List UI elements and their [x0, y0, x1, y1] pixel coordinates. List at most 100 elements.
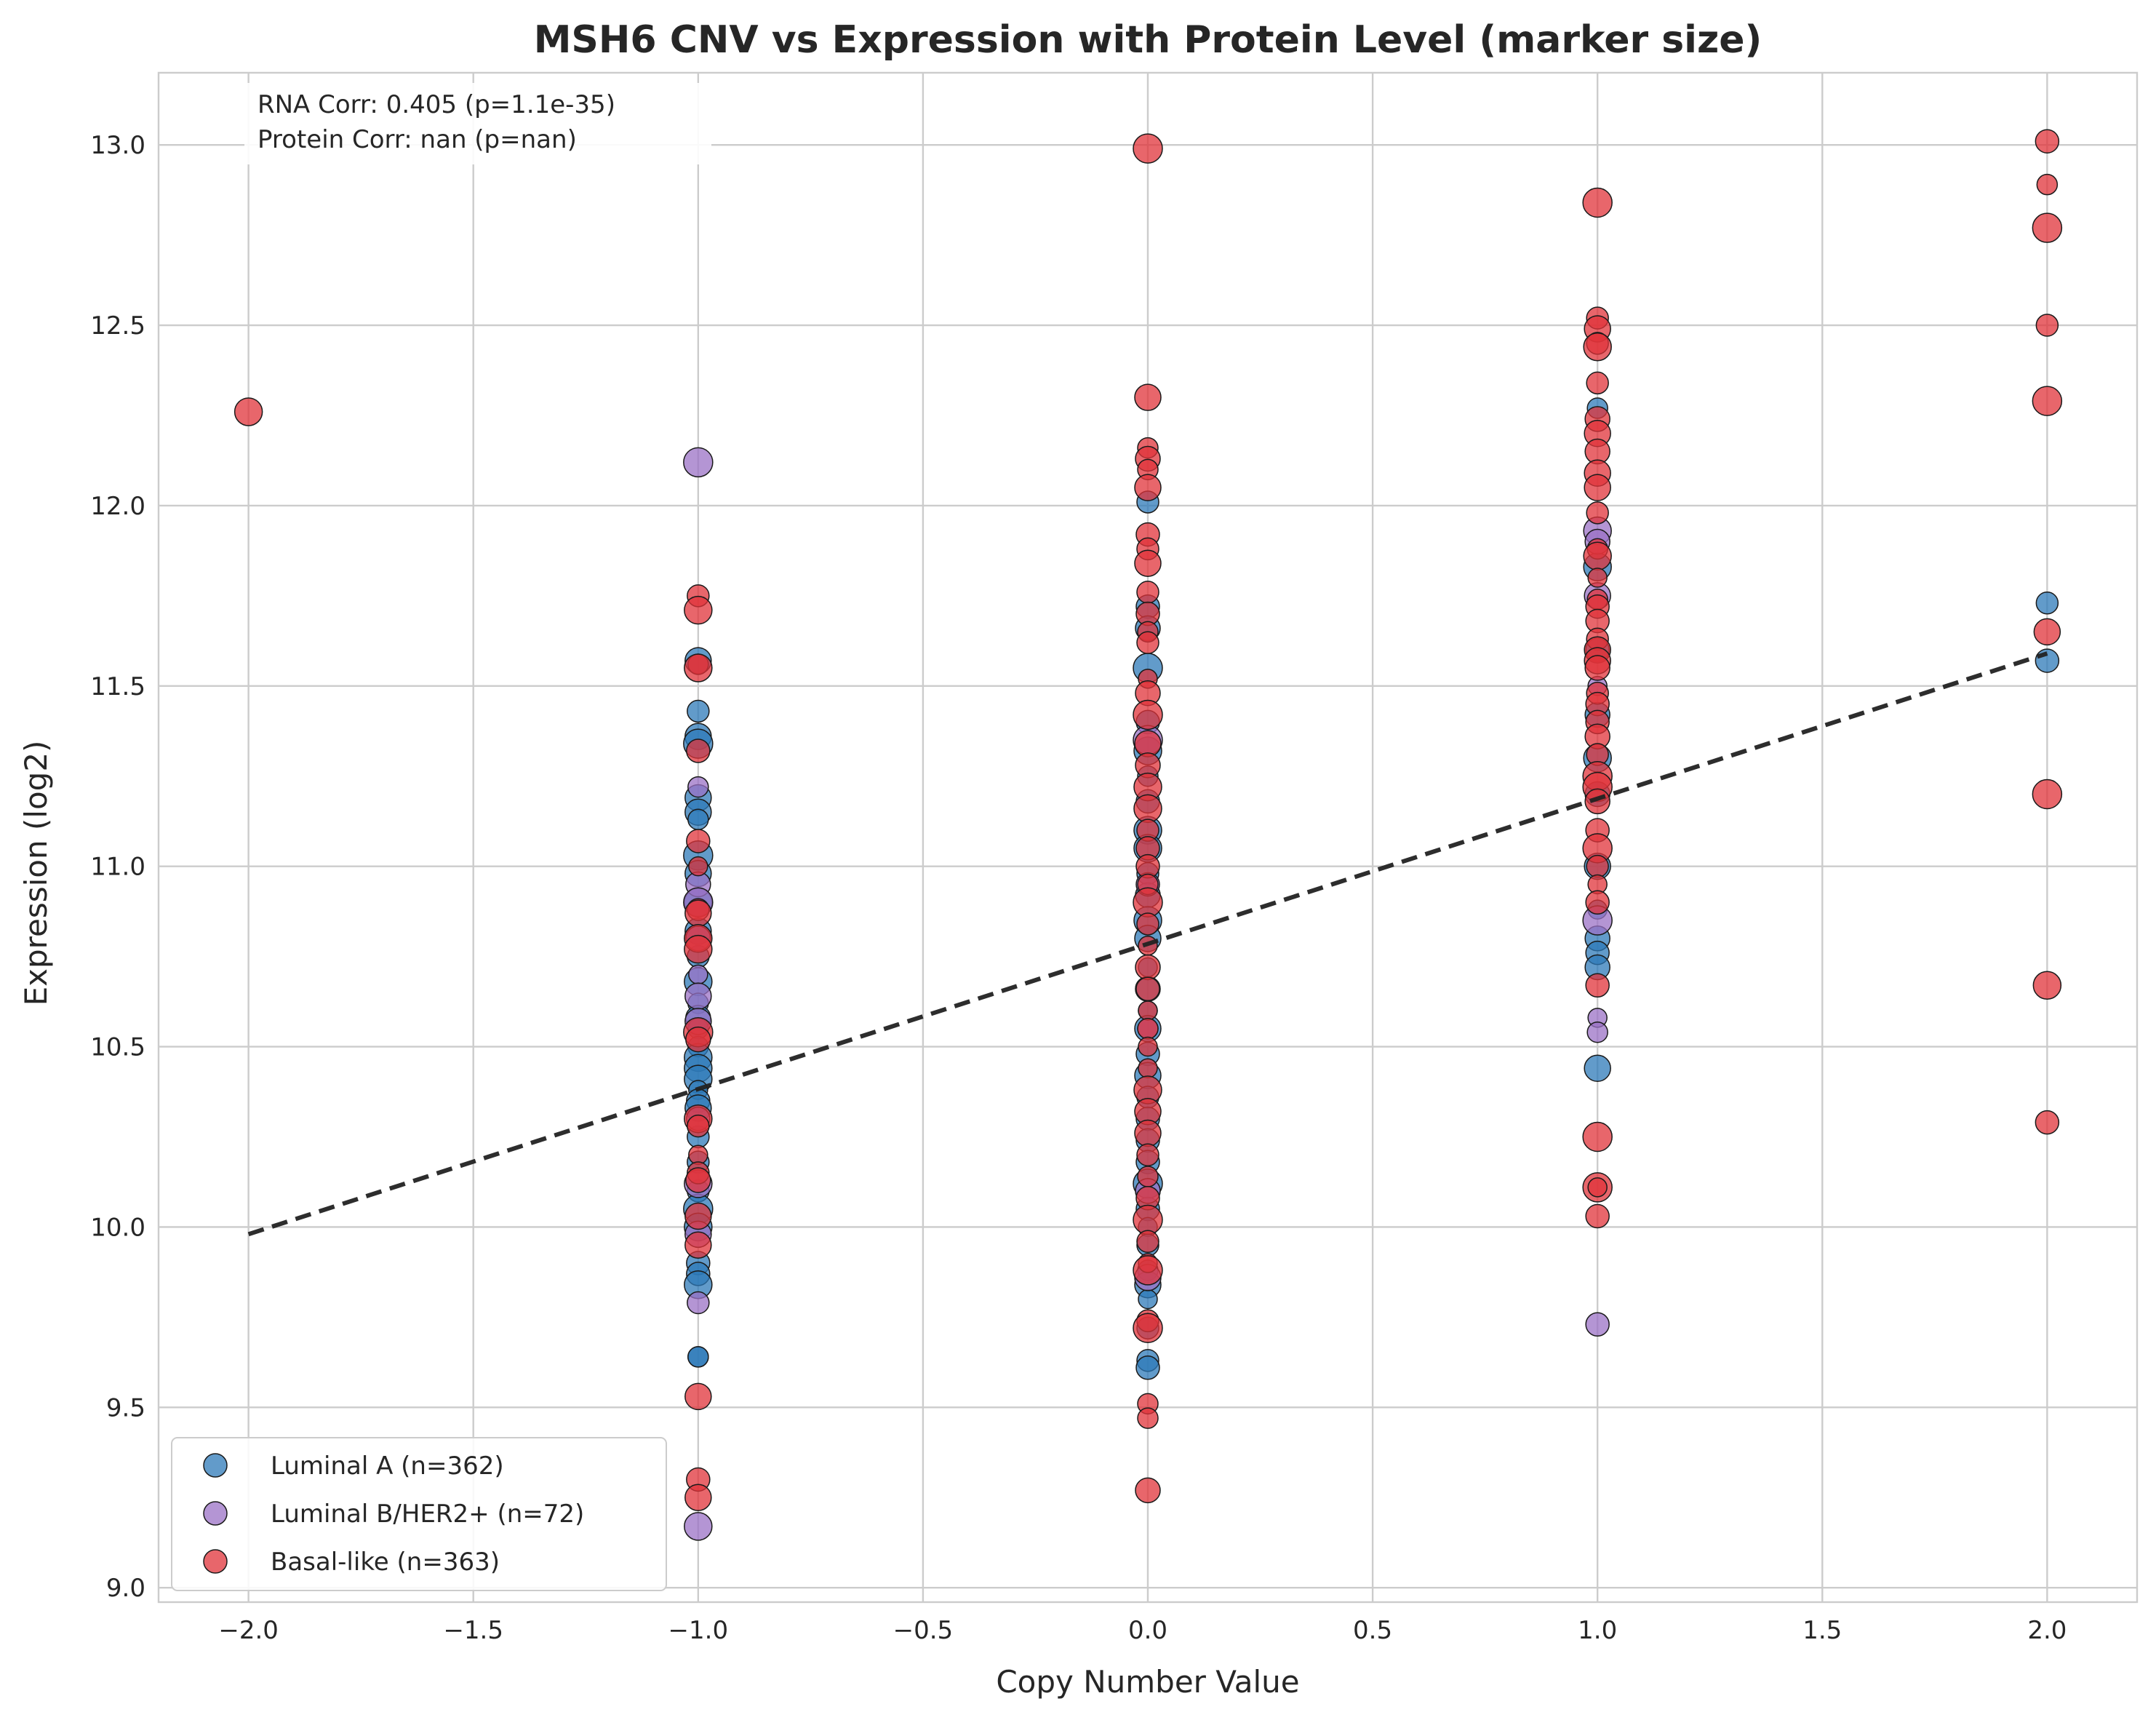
data-point-basal-like [1136, 581, 1159, 604]
y-tick-label: 10.5 [90, 1033, 145, 1062]
x-tick-label: 1.5 [1802, 1616, 1842, 1645]
trend-line [247, 651, 2048, 1237]
x-tick-label: 1.0 [1578, 1616, 1617, 1645]
data-point-basal-like [1584, 474, 1611, 501]
data-point-basal-like [1133, 699, 1163, 730]
y-tick-label: 12.0 [90, 492, 145, 521]
correlation-annotation: RNA Corr: 0.405 (p=1.1e-35) Protein Corr… [244, 83, 711, 164]
x-tick-label: −1.5 [443, 1616, 503, 1645]
x-tick-labels: −2.0 −1.5 −1.0 −0.5 0.0 0.5 1.0 1.5 2.0 [218, 1616, 2067, 1645]
data-point-basal-like [1137, 1018, 1159, 1040]
data-point-basal-like [1587, 568, 1608, 588]
data-point-basal-like [2035, 314, 2059, 337]
data-point-basal-like [1135, 954, 1161, 981]
data-point-basal-like [1137, 1166, 1159, 1187]
y-tick-labels: 9.0 9.5 10.0 10.5 11.0 11.5 12.0 12.5 13.0 [90, 131, 145, 1603]
data-point-luminal-b-her2 [684, 982, 712, 1010]
data-point-basal-like [1133, 1313, 1163, 1343]
data-point-basal-like [1583, 541, 1612, 571]
legend-marker-basal-like [203, 1549, 228, 1574]
data-point-luminal-b-her2 [683, 447, 714, 478]
data-point-basal-like [1134, 549, 1162, 577]
data-point-basal-like [1136, 1143, 1159, 1167]
data-point-luminal-a [1135, 1355, 1160, 1380]
chart-title: MSH6 CNV vs Expression with Protein Leve… [534, 18, 1762, 62]
x-tick-label: −0.5 [893, 1616, 954, 1645]
data-point-basal-like [685, 1167, 711, 1193]
data-point-basal-like [2033, 618, 2061, 646]
data-point-basal-like [1138, 1036, 1158, 1057]
data-point-basal-like [2035, 129, 2060, 154]
data-point-luminal-b-her2 [1586, 1021, 1608, 1043]
data-point-basal-like [686, 829, 711, 853]
data-point-luminal-b-her2 [688, 964, 708, 985]
x-tick-label: 0.5 [1353, 1616, 1392, 1645]
data-points [233, 129, 2063, 1541]
data-point-basal-like [1138, 1000, 1158, 1021]
data-point-basal-like [684, 1231, 712, 1259]
data-point-basal-like [1586, 854, 1609, 878]
data-point-basal-like [1584, 788, 1610, 815]
data-point-basal-like [1587, 1177, 1608, 1198]
legend: Luminal A (n=362) Luminal B/HER2+ (n=72)… [171, 1437, 667, 1591]
y-tick-label: 9.0 [106, 1574, 145, 1603]
data-point-basal-like [1584, 655, 1610, 681]
trend-line-group [247, 651, 2048, 1237]
data-point-luminal-a [1138, 1289, 1158, 1310]
data-point-luminal-b-her2 [687, 776, 709, 798]
data-point-basal-like [684, 899, 712, 927]
data-point-basal-like [2035, 1110, 2060, 1135]
data-point-basal-like [685, 1026, 711, 1053]
rna-correlation-text: RNA Corr: 0.405 (p=1.1e-35) [257, 90, 615, 119]
y-tick-label: 11.5 [90, 672, 145, 701]
legend-marker-luminal-b-her2 [203, 1501, 228, 1526]
data-point-basal-like [1136, 912, 1159, 936]
data-point-basal-like [2032, 386, 2063, 416]
legend-box [171, 1437, 667, 1591]
x-tick-label: 2.0 [2027, 1616, 2067, 1645]
data-point-basal-like [2036, 173, 2059, 196]
data-point-basal-like [1135, 976, 1160, 1001]
data-point-basal-like [1133, 133, 1163, 164]
data-point-basal-like [1133, 1255, 1163, 1286]
data-point-luminal-b-her2 [684, 1512, 713, 1541]
data-point-basal-like [1136, 631, 1159, 655]
y-tick-label: 11.0 [90, 853, 145, 882]
data-point-basal-like [686, 738, 711, 763]
y-tick-label: 10.0 [90, 1213, 145, 1242]
data-point-basal-like [1133, 794, 1162, 824]
data-point-basal-like [684, 934, 713, 964]
x-axis-label: Copy Number Value [996, 1664, 1299, 1700]
data-point-luminal-a [687, 1346, 709, 1368]
annotation-background [244, 83, 711, 164]
data-point-basal-like [684, 595, 713, 625]
x-tick-label: −1.0 [668, 1616, 729, 1645]
data-point-basal-like [1138, 1058, 1158, 1079]
plot-frame [157, 71, 2139, 1604]
data-point-basal-like [1585, 1203, 1610, 1229]
data-point-basal-like [2032, 212, 2063, 243]
data-point-basal-like [1583, 333, 1612, 362]
data-point-luminal-b-her2 [687, 1291, 710, 1315]
data-point-basal-like [1582, 187, 1613, 218]
data-point-basal-like [684, 1484, 712, 1511]
data-point-basal-like [1134, 474, 1162, 501]
y-tick-label: 9.5 [106, 1393, 145, 1422]
data-point-basal-like [1586, 371, 1609, 395]
data-point-basal-like [1582, 1121, 1613, 1152]
data-point-basal-like [1585, 973, 1610, 998]
x-tick-label: 0.0 [1128, 1616, 1167, 1645]
data-point-luminal-a [1584, 1054, 1611, 1083]
legend-marker-luminal-a [203, 1453, 228, 1478]
data-point-basal-like [2032, 971, 2062, 1000]
data-point-basal-like [1137, 1407, 1159, 1429]
data-point-basal-like [684, 653, 713, 682]
data-point-basal-like [684, 1382, 712, 1411]
data-point-luminal-a [687, 808, 709, 830]
data-point-luminal-a [2035, 648, 2060, 673]
data-point-basal-like [1135, 1477, 1161, 1504]
data-point-basal-like [1586, 501, 1609, 525]
data-point-basal-like [2032, 779, 2063, 810]
